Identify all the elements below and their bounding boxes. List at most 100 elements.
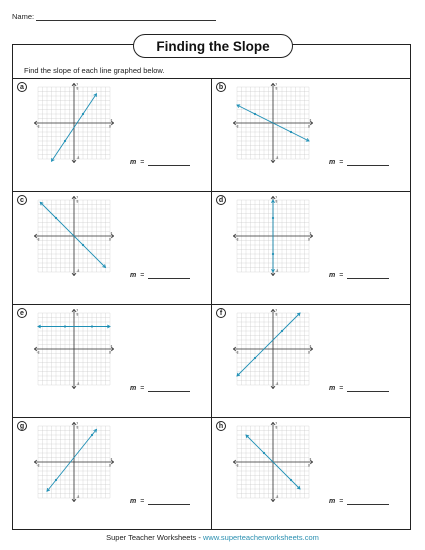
coordinate-grid: yx8-88-8 — [34, 309, 114, 389]
arrowhead — [236, 372, 241, 377]
arrowhead — [245, 434, 250, 439]
graphed-line — [236, 312, 301, 377]
answer-blank[interactable] — [347, 384, 390, 392]
line-point — [90, 325, 94, 328]
x-min-label: -8 — [236, 464, 239, 468]
line-point — [271, 216, 275, 220]
y-min-label: -8 — [77, 269, 80, 273]
problem-b: b y x 8 -8 8 -8 m = — [211, 78, 410, 191]
answer-blank[interactable] — [347, 497, 390, 505]
name-label: Name: — [12, 12, 35, 21]
x-max-label: 8 — [109, 125, 111, 129]
line-point — [63, 325, 67, 328]
x-max-label: 8 — [109, 238, 111, 242]
name-input-line[interactable] — [36, 12, 217, 21]
x-axis-label: x — [310, 231, 312, 235]
answer-blank[interactable] — [347, 158, 390, 166]
answer-blank[interactable] — [148, 271, 191, 279]
line-point — [54, 478, 58, 482]
footer-url[interactable]: www.superteacherworksheets.com — [202, 533, 319, 542]
y-max-label: 8 — [276, 200, 278, 204]
x-axis-label: x — [111, 231, 113, 235]
y-max-label: 8 — [77, 313, 79, 317]
y-axis-label: y — [77, 422, 79, 424]
equals-sign: = — [339, 385, 344, 392]
y-axis-label: y — [77, 196, 79, 198]
answer-field: m = — [130, 158, 191, 166]
equals-sign: = — [140, 385, 145, 392]
y-axis-label: y — [77, 83, 79, 85]
slope-symbol: m — [329, 159, 336, 166]
footer: Super Teacher Worksheets - www.superteac… — [0, 533, 425, 542]
problem-label: a — [17, 82, 27, 92]
equals-sign: = — [339, 498, 344, 505]
line-point — [262, 451, 266, 455]
answer-blank[interactable] — [148, 158, 191, 166]
arrowhead — [102, 264, 107, 269]
answer-field: m = — [130, 497, 191, 505]
name-field: Name: — [12, 12, 217, 21]
coordinate-grid: yx8-88-8 — [34, 196, 114, 276]
problem-e: e y x 8 -8 8 -8 m = — [12, 304, 211, 417]
answer-field: m = — [329, 158, 390, 166]
answer-field: m = — [130, 271, 191, 279]
y-max-label: 8 — [77, 87, 79, 91]
equals-sign: = — [140, 272, 145, 279]
x-max-label: 8 — [109, 351, 111, 355]
line-point — [253, 112, 257, 116]
slope-symbol: m — [130, 272, 137, 279]
problem-a: a y x 8 -8 8 -8 m = — [12, 78, 211, 191]
answer-field: m = — [130, 384, 191, 392]
x-axis-label: x — [310, 457, 312, 461]
slope-symbol: m — [130, 498, 137, 505]
coordinate-grid: yx8-88-8 — [233, 196, 313, 276]
answer-blank[interactable] — [148, 497, 191, 505]
arrowhead — [93, 92, 98, 97]
problem-label: e — [17, 308, 27, 318]
arrowhead — [50, 158, 55, 163]
arrowhead — [271, 268, 275, 273]
y-max-label: 8 — [77, 200, 79, 204]
line-point — [81, 243, 85, 247]
problem-label: g — [17, 421, 27, 431]
coordinate-grid: yx8-88-8 — [233, 422, 313, 502]
arrowhead — [296, 485, 301, 490]
x-max-label: 8 — [109, 464, 111, 468]
footer-brand: Super Teacher Worksheets - — [106, 533, 203, 542]
x-min-label: -8 — [37, 351, 40, 355]
slope-symbol: m — [329, 385, 336, 392]
answer-blank[interactable] — [347, 271, 390, 279]
x-axis-label: x — [310, 118, 312, 122]
answer-field: m = — [329, 384, 390, 392]
x-min-label: -8 — [236, 238, 239, 242]
x-min-label: -8 — [236, 125, 239, 129]
y-max-label: 8 — [276, 313, 278, 317]
y-min-label: -8 — [276, 269, 279, 273]
equals-sign: = — [140, 498, 145, 505]
line-point — [81, 112, 85, 116]
answer-blank[interactable] — [148, 384, 191, 392]
x-min-label: -8 — [37, 464, 40, 468]
y-max-label: 8 — [276, 426, 278, 430]
line-point — [63, 139, 67, 143]
arrowhead — [93, 428, 98, 433]
y-min-label: -8 — [276, 382, 279, 386]
equals-sign: = — [339, 159, 344, 166]
line-point — [253, 356, 257, 360]
slope-symbol: m — [329, 498, 336, 505]
line-point — [90, 433, 94, 437]
x-min-label: -8 — [236, 351, 239, 355]
y-axis-label: y — [276, 309, 278, 311]
x-max-label: 8 — [308, 351, 310, 355]
worksheet-title: Finding the Slope — [133, 34, 293, 58]
arrowhead — [296, 312, 301, 317]
slope-symbol: m — [130, 385, 137, 392]
slope-symbol: m — [130, 159, 137, 166]
x-axis-label: x — [111, 344, 113, 348]
coordinate-grid: yx8-88-8 — [34, 422, 114, 502]
x-max-label: 8 — [308, 238, 310, 242]
problem-label: d — [216, 195, 226, 205]
arrowhead — [106, 324, 111, 329]
arrowhead — [236, 104, 241, 108]
x-axis-label: x — [111, 457, 113, 461]
